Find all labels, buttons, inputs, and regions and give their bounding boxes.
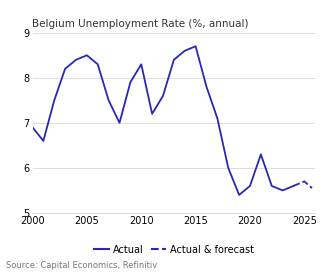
Legend: Actual, Actual & forecast: Actual, Actual & forecast xyxy=(90,241,257,259)
Text: Belgium Unemployment Rate (%, annual): Belgium Unemployment Rate (%, annual) xyxy=(32,19,249,29)
Text: Source: Capital Economics, Refinitiv: Source: Capital Economics, Refinitiv xyxy=(6,261,158,270)
